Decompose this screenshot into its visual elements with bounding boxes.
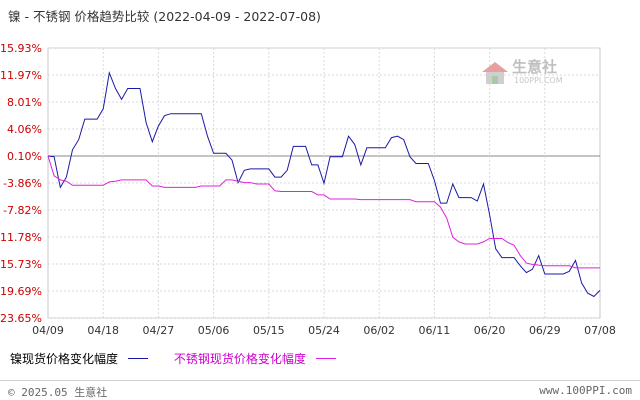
y-tick-label: -11.78% — [0, 231, 42, 244]
line-chart: 15.93% 11.97% 8.01% 4.06% 0.10% -3.86% -7.82% -… — [0, 42, 616, 337]
x-tick-label: 06/02 — [363, 324, 395, 337]
y-tick-label: -23.65% — [0, 312, 42, 325]
y-tick-label: -7.82% — [3, 204, 42, 217]
x-tick-label: 05/24 — [308, 324, 340, 337]
y-tick-label: 11.97% — [0, 69, 42, 82]
nickel-series-line — [47, 70, 601, 298]
chart-title: 镍 - 不锈钢 价格趋势比较 (2022-04-09 - 2022-07-08) — [8, 6, 321, 25]
x-tick-label: 04/18 — [87, 324, 119, 337]
legend-item-nickel: 镍现货价格变化幅度 — [10, 350, 149, 367]
y-tick-label: 15.93% — [0, 42, 42, 55]
footer-copyright: © 2025.05 生意社 — [8, 386, 108, 399]
legend-swatch-nickel — [128, 358, 149, 359]
x-tick-label: 04/09 — [32, 324, 64, 337]
y-tick-label: 0.10% — [7, 150, 42, 163]
stainless-series-line — [47, 155, 600, 269]
legend-swatch-stainless — [315, 358, 336, 359]
x-tick-label: 06/29 — [529, 324, 561, 337]
x-tick-label: 06/11 — [419, 324, 451, 337]
y-tick-label: -3.86% — [3, 177, 42, 190]
y-tick-label: 8.01% — [7, 96, 42, 109]
y-tick-label: -19.69% — [0, 285, 42, 298]
house-logo-icon — [482, 62, 508, 84]
legend-label-nickel: 镍现货价格变化幅度 — [10, 352, 119, 366]
legend-label-stainless: 不锈钢现货价格变化幅度 — [173, 352, 306, 366]
footer-site-link[interactable]: www.100PPI.com — [539, 384, 632, 397]
y-tick-label: 4.06% — [7, 123, 42, 136]
x-tick-label: 04/27 — [143, 324, 175, 337]
legend: 镍现货价格变化幅度 不锈钢现货价格变化幅度 — [10, 350, 358, 367]
x-tick-label: 05/06 — [198, 324, 230, 337]
watermark: 生意社 100PPI.COM — [480, 56, 580, 92]
footer: © 2025.05 生意社 www.100PPI.com — [0, 380, 640, 400]
date-range: (2022-04-09 - 2022-07-08) — [153, 9, 321, 24]
title-text: 镍 - 不锈钢 价格趋势比较 — [8, 9, 150, 24]
x-tick-label: 05/15 — [253, 324, 285, 337]
x-tick-label: 06/20 — [474, 324, 506, 337]
x-tick-label: 07/08 — [584, 324, 616, 337]
y-tick-label: -15.73% — [0, 258, 42, 271]
watermark-text: 生意社 — [512, 58, 558, 76]
legend-item-stainless: 不锈钢现货价格变化幅度 — [174, 350, 336, 367]
watermark-sub: 100PPI.COM — [514, 76, 563, 85]
